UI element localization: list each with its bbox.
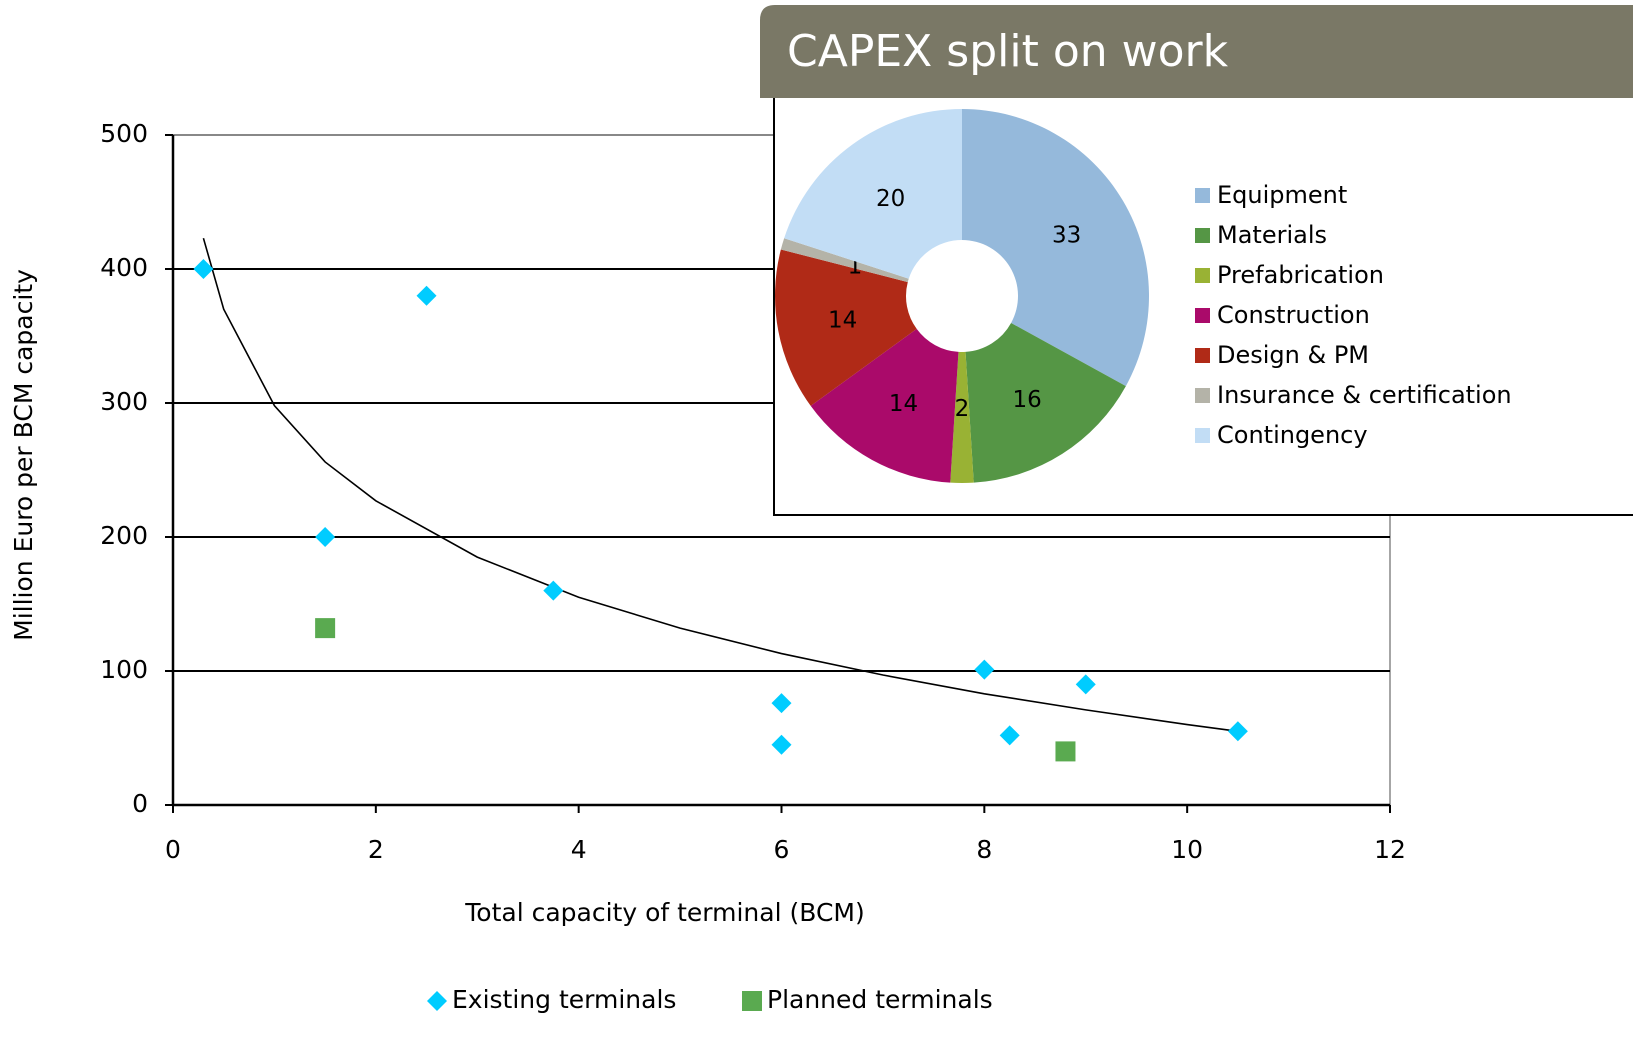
legend-label: Design & PM [1217,341,1369,369]
legend-swatch [1195,428,1210,443]
legend-label: Existing terminals [452,985,676,1014]
y-axis-label: Million Euro per BCM capacity [9,269,38,641]
x-tick-label: 8 [976,835,992,864]
x-tick-label: 10 [1171,835,1203,864]
data-point [974,659,995,680]
data-point [999,725,1020,746]
pie-slice [784,109,962,279]
slice-label: 33 [1052,223,1081,249]
pie-slice [810,328,959,483]
legend-swatch [427,991,447,1011]
legend-swatch [1195,388,1210,403]
x-tick-label: 4 [571,835,587,864]
legend-swatch [742,991,762,1011]
pie-slice [780,238,909,283]
legend-label: Materials [1217,221,1327,249]
legend-swatch [1195,308,1210,323]
pie-slice [962,109,1150,387]
pie-slice [965,322,1126,483]
data-point [1055,741,1076,762]
y-tick-label: 200 [100,521,148,550]
x-axis-label: Total capacity of terminal (BCM) [464,898,865,927]
inset-title: CAPEX split on work [787,26,1229,77]
slice-label: 2 [955,396,970,422]
data-point [771,693,792,714]
data-point [771,734,792,755]
pie-slice [950,351,974,483]
slice-label: 16 [1012,387,1041,413]
trendline [202,237,1238,733]
x-tick-label: 0 [165,835,181,864]
y-tick-label: 400 [100,253,148,282]
y-tick-label: 0 [132,789,148,818]
legend-label: Prefabrication [1217,261,1384,289]
legend-label: Equipment [1217,181,1347,209]
data-point [315,527,336,547]
y-tick-label: 300 [100,387,148,416]
data-point [193,259,214,279]
legend-swatch [1195,188,1210,203]
legend-label: Construction [1217,301,1370,329]
x-tick-label: 2 [368,835,384,864]
x-tick-label: 12 [1374,835,1406,864]
legend-swatch [1195,268,1210,283]
legend-label: Insurance & certification [1217,381,1512,409]
slice-label: 14 [889,391,918,417]
slice-label: 20 [876,186,905,212]
legend-swatch [1195,228,1210,243]
data-point [1075,674,1096,695]
x-tick-label: 6 [774,835,790,864]
inset-header [760,5,1633,98]
y-tick-label: 500 [100,119,148,148]
pie-slice [775,249,917,406]
data-point [416,285,437,306]
data-point [315,618,336,639]
y-tick-label: 100 [100,655,148,684]
legend-label: Contingency [1217,421,1368,449]
legend-swatch [1195,348,1210,363]
data-point [1227,721,1248,742]
slice-label: 14 [828,307,857,333]
legend-label: Planned terminals [767,985,993,1014]
data-point [543,580,564,601]
